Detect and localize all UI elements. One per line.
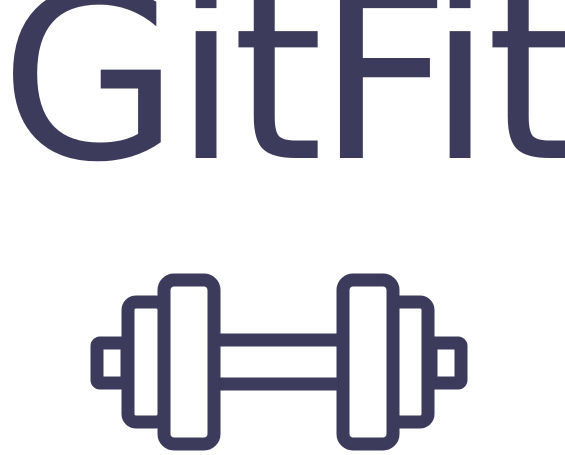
logo-wordmark: GitFit: [0, 0, 565, 213]
dumbbell-handle-bar: [205, 333, 355, 391]
dumbbell-right-outer-plate: [336, 273, 400, 451]
dumbbell-left-outer-plate: [157, 273, 221, 451]
dumbbell-right-end-cap: [424, 336, 468, 390]
